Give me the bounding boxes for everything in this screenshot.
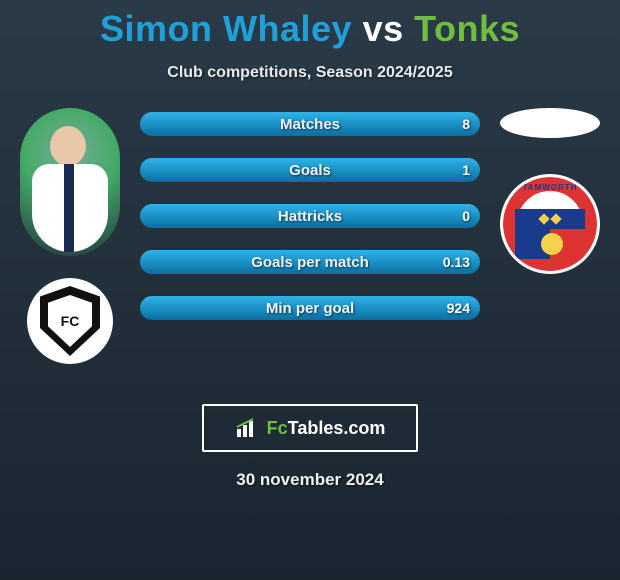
stat-bar: 924Min per goal: [140, 296, 480, 320]
stat-label: Matches: [140, 112, 480, 136]
content-area: FC TAMWORTH 8Matches 1Goals 0Hattricks 0.13…: [0, 108, 620, 368]
brand-box: FcTables.com: [202, 404, 418, 452]
stat-label: Goals per match: [140, 250, 480, 274]
stat-label: Goals: [140, 158, 480, 182]
player2-club-badge: TAMWORTH: [500, 174, 600, 274]
player1-name: Simon Whaley: [100, 8, 352, 49]
player2-name: Tonks: [414, 8, 520, 49]
vs-text: vs: [363, 8, 404, 49]
chart-icon: [235, 417, 261, 439]
stat-bars: 8Matches 1Goals 0Hattricks 0.13Goals per ma…: [140, 112, 480, 320]
player1-club-badge: FC: [27, 278, 113, 364]
stat-label: Hattricks: [140, 204, 480, 228]
right-column: TAMWORTH: [490, 108, 610, 274]
comparison-title: Simon Whaley vs Tonks: [0, 0, 620, 50]
subtitle: Club competitions, Season 2024/2025: [0, 64, 620, 82]
player2-photo: [500, 108, 600, 138]
stat-bar: 8Matches: [140, 112, 480, 136]
date-text: 30 november 2024: [0, 470, 620, 490]
stat-label: Min per goal: [140, 296, 480, 320]
left-column: FC: [10, 108, 130, 364]
stat-bar: 0.13Goals per match: [140, 250, 480, 274]
stat-bar: 0Hattricks: [140, 204, 480, 228]
club2-name: TAMWORTH: [503, 183, 597, 192]
brand-text: FcTables.com: [267, 418, 386, 439]
player1-photo: [20, 108, 120, 256]
stat-bar: 1Goals: [140, 158, 480, 182]
